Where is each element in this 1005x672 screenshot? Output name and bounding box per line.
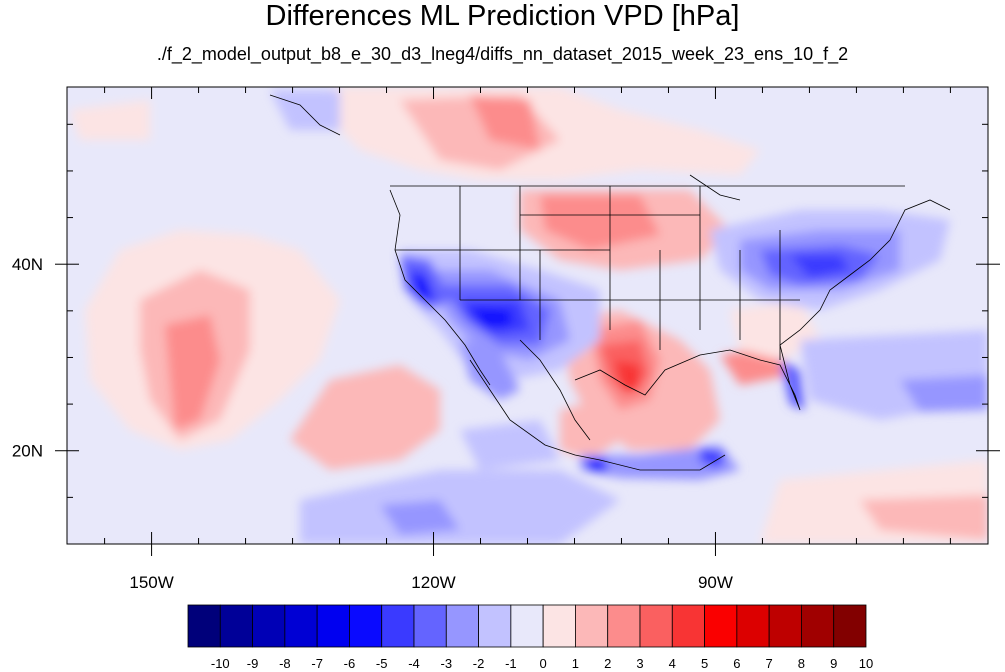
lat-tick-label: 20N (12, 442, 43, 461)
colorbar-swatch (445, 604, 479, 648)
colorbar-swatch (478, 604, 512, 648)
colorbar-level-label: 0 (540, 656, 547, 671)
colorbar-swatch (316, 604, 350, 648)
colorbar-swatch (736, 604, 770, 648)
colorbar-level-label: 7 (766, 656, 773, 671)
colorbar-swatch (252, 604, 286, 648)
colorbar-level-label: -5 (376, 656, 388, 671)
colorbar-level-label: -6 (344, 656, 356, 671)
colorbar-swatch (639, 604, 673, 648)
colorbar-level-label: 3 (636, 656, 643, 671)
map-axes: 150W 120W 90W 40N 20N (12, 87, 1000, 592)
colorbar-level-label: -4 (408, 656, 420, 671)
colorbar-level-label: -2 (473, 656, 485, 671)
colorbar-level-label: -8 (279, 656, 291, 671)
colorbar-swatch (219, 604, 253, 648)
map-subtitle: ./f_2_model_output_b8_e_30_d3_lneg4/diff… (156, 44, 849, 64)
colorbar-level-label: -7 (311, 656, 323, 671)
lat-tick-label: 40N (12, 255, 43, 274)
colorbar-swatch (349, 604, 383, 648)
colorbar-swatch (607, 604, 641, 648)
colorbar-level-label: 4 (669, 656, 676, 671)
colorbar-swatch (284, 604, 318, 648)
colorbar-swatch (510, 604, 544, 648)
colorbar-level-label: 8 (798, 656, 805, 671)
colorbar-swatch (381, 604, 415, 648)
colorbar-level-label: 2 (604, 656, 611, 671)
colorbar: -10 -9 -8 -7 -6 -5 -4 -3 -2 -1 0 1 2 3 4 5 6 7 8 9 10 (187, 604, 873, 671)
colorbar-level-label: 1 (572, 656, 579, 671)
colorbar-swatch (801, 604, 835, 648)
difference-field (67, 87, 988, 544)
colorbar-swatch (671, 604, 705, 648)
map-title: Differences ML Prediction VPD [hPa] (265, 0, 740, 32)
colorbar-level-label: 5 (701, 656, 708, 671)
lon-tick-label: 90W (698, 573, 733, 592)
lon-tick-label: 120W (411, 573, 455, 592)
colorbar-swatch (187, 604, 221, 648)
coastline (269, 94, 951, 471)
colorbar-swatch (575, 604, 609, 648)
colorbar-level-label: 6 (733, 656, 740, 671)
lon-tick-label: 150W (129, 573, 173, 592)
colorbar-swatch (413, 604, 447, 648)
colorbar-level-label: -3 (441, 656, 453, 671)
colorbar-level-label: -9 (247, 656, 259, 671)
colorbar-level-label: 9 (830, 656, 837, 671)
colorbar-swatch (768, 604, 802, 648)
colorbar-level-label: -1 (505, 656, 517, 671)
colorbar-swatch (542, 604, 576, 648)
colorbar-swatch (704, 604, 738, 648)
colorbar-swatch (833, 604, 867, 648)
colorbar-level-label: -10 (211, 656, 230, 671)
colorbar-level-label: 10 (859, 656, 873, 671)
